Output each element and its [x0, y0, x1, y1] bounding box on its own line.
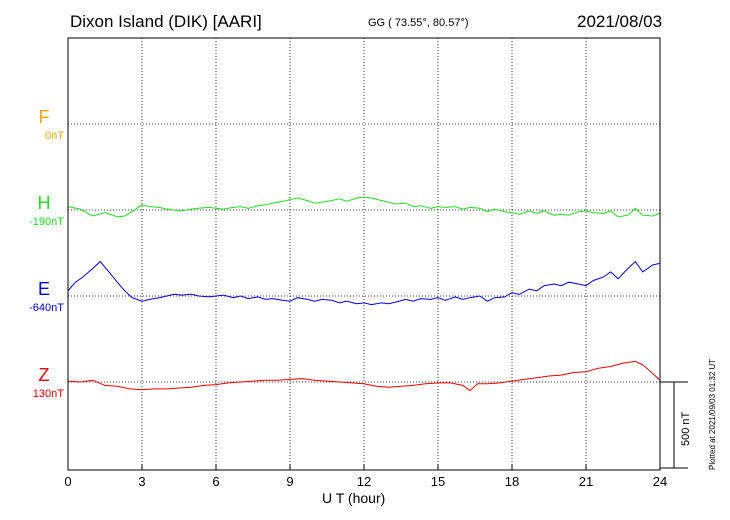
x-tick-label: 9 [286, 474, 293, 489]
series-line-z [67, 360, 661, 392]
plotted-timestamp: Plotted at 2021/09/03 01:32 UT [708, 358, 717, 470]
x-ticks: 0 3 6 9 12 15 18 21 24 [64, 464, 667, 489]
x-tick-label: 12 [357, 474, 371, 489]
channel-letter-z: Z [38, 365, 50, 385]
channel-letter-h: H [37, 193, 51, 213]
series-line-h [67, 196, 661, 218]
x-tick-label: 18 [505, 474, 519, 489]
scale-bar-label: 500 nT [680, 411, 692, 446]
x-tick-label: 3 [138, 474, 145, 489]
grid [68, 38, 660, 470]
scale-bar [660, 381, 688, 469]
x-axis-label: U T (hour) [322, 490, 386, 506]
channel-baseline-z: 130nT [32, 388, 64, 400]
x-tick-label: 0 [64, 474, 71, 489]
series-line-e [67, 260, 661, 306]
chart-date: 2021/08/03 [577, 12, 663, 31]
x-tick-label: 24 [653, 474, 667, 489]
channel-letter-e: E [37, 279, 50, 299]
series-group [67, 196, 661, 392]
station-coordinates: GG ( 73.55°, 80.57°) [368, 17, 469, 29]
channel-baseline-e: -640nT [29, 302, 64, 314]
x-tick-label: 15 [431, 474, 445, 489]
station-title: Dixon Island (DIK) [AARI] [70, 12, 262, 31]
x-tick-label: 6 [212, 474, 219, 489]
channel-baseline-f: 0nT [45, 130, 64, 142]
channel-letter-f: F [38, 107, 50, 127]
plot-frame [67, 37, 661, 471]
x-tick-label: 21 [579, 474, 593, 489]
channel-baseline-h: -190nT [29, 216, 64, 228]
